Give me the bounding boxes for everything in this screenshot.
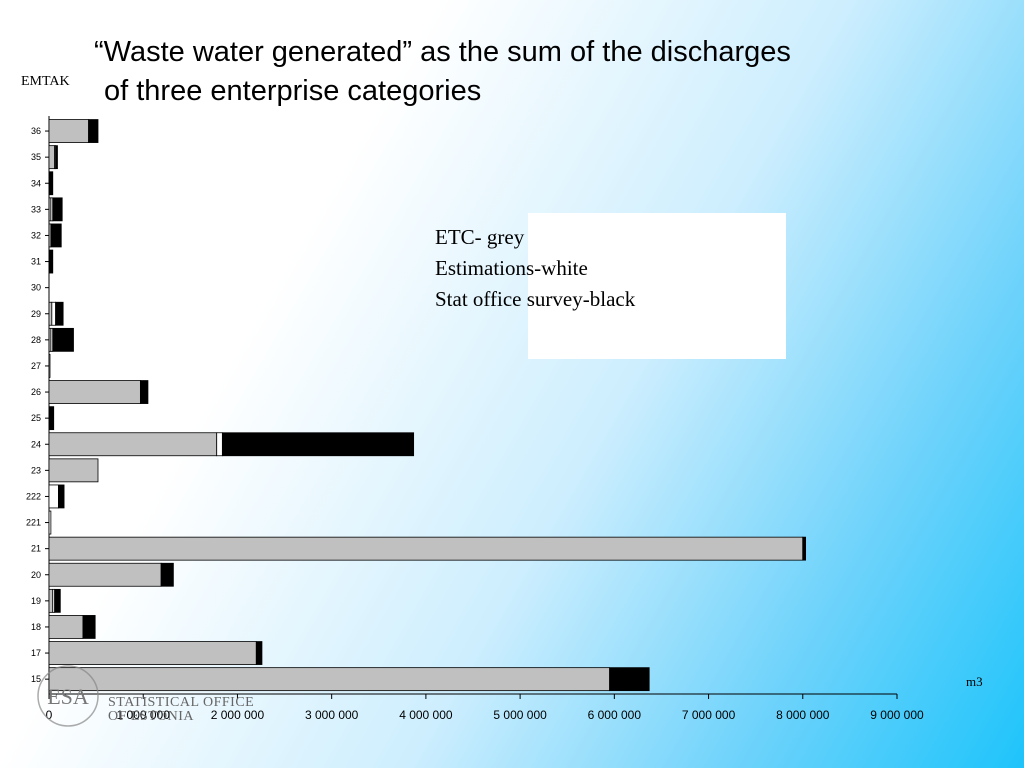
y-tick-label: 28: [31, 335, 41, 345]
bar-segment-survey: [58, 484, 65, 509]
bar-segment-survey: [48, 406, 55, 431]
y-tick-label: 27: [31, 361, 41, 371]
bar-segment-survey: [82, 615, 96, 639]
bar-segment-etc: [48, 380, 141, 404]
x-tick-label: 9 000 000: [870, 708, 924, 722]
y-tick-label: 21: [31, 544, 41, 554]
x-tick-label: 2 000 000: [211, 708, 265, 722]
y-tick-label: 36: [31, 126, 41, 136]
bar-segment-survey: [609, 667, 650, 692]
y-tick-label: 222: [26, 491, 41, 501]
bar-segment-etc: [48, 562, 162, 587]
bar-segment-estimations: [216, 432, 223, 457]
x-tick-label: 4 000 000: [399, 708, 453, 722]
statistical-office-logo-icon: ESA: [37, 665, 99, 727]
bar-segment-survey: [802, 536, 807, 561]
bar-segment-survey: [48, 171, 54, 196]
bar-segment-survey: [255, 641, 263, 665]
legend-background: [528, 213, 786, 359]
bar-segment-survey: [55, 145, 58, 170]
x-tick-label: 7 000 000: [682, 708, 736, 722]
y-tick-label: 19: [31, 596, 41, 606]
y-tick-label: 30: [31, 283, 41, 293]
logo-text-line-1: STATISTICAL OFFICE: [108, 695, 255, 710]
y-tick-label: 29: [31, 309, 41, 319]
logo-text-line-2: OF ESTONIA: [108, 709, 195, 724]
slide-title: “Waste water generated” as the sum of th…: [94, 33, 954, 111]
y-tick-label: 34: [31, 178, 41, 188]
x-tick-label: 3 000 000: [305, 708, 359, 722]
y-tick-label: 24: [31, 439, 41, 449]
bar-segment-survey: [50, 223, 62, 248]
bar-segment-etc: [48, 536, 804, 561]
y-tick-label: 35: [31, 152, 41, 162]
y-tick-label: 32: [31, 230, 41, 240]
bar-segment-survey: [221, 432, 415, 457]
bar-segment-etc: [48, 615, 84, 639]
logo-text: STATISTICAL OFFICE OF ESTONIA: [108, 696, 254, 724]
legend-entry-survey: Stat office survey-black: [435, 287, 636, 311]
bar-segment-survey: [160, 562, 174, 587]
y-tick-label: 25: [31, 413, 41, 423]
y-tick-label: 221: [26, 518, 41, 528]
bar-segment-survey: [139, 380, 149, 404]
bar-segment-estimations: [48, 510, 52, 535]
slide-title-line-2: of three enterprise categories: [104, 75, 482, 107]
bar-segment-survey: [88, 119, 99, 143]
bar-segment-etc: [48, 458, 99, 483]
x-tick-label: 0: [46, 708, 53, 722]
bar-segment-etc: [48, 588, 54, 613]
legend-entry-etc: ETC- grey: [435, 225, 525, 249]
y-tick-label: 18: [31, 622, 41, 632]
x-axis-unit-label: m3: [966, 674, 983, 689]
bar-segment-etc: [48, 145, 56, 170]
y-tick-label: 15: [31, 674, 41, 684]
bar-segment-estimations: [51, 301, 56, 326]
bar-segment-estimations: [48, 484, 59, 509]
bar-segment-etc: [48, 119, 89, 143]
x-tick-label: 6 000 000: [588, 708, 642, 722]
y-axis-title: EMTAK: [21, 74, 70, 89]
logo-mark: ESA: [47, 684, 89, 709]
bar-segment-survey: [52, 327, 74, 352]
slide-title-line-1: “Waste water generated” as the sum of th…: [94, 36, 791, 68]
y-tick-label: 23: [31, 465, 41, 475]
x-tick-label: 8 000 000: [776, 708, 830, 722]
bar-segment-survey: [55, 301, 64, 326]
x-tick-label: 1 000 000: [117, 708, 171, 722]
x-tick-label: 5 000 000: [493, 708, 547, 722]
y-tick-label: 33: [31, 204, 41, 214]
bar-segment-estimations: [48, 354, 51, 378]
bar-segment-survey: [48, 249, 54, 274]
legend-entry-estimations: Estimations-white: [435, 256, 588, 280]
y-tick-label: 31: [31, 257, 41, 267]
bar-segment-survey: [54, 588, 61, 613]
legend: ETC- grey Estimations-white Stat office …: [435, 222, 635, 315]
bar-segment-etc: [48, 432, 218, 457]
y-tick-label: 17: [31, 648, 41, 658]
bar-segment-survey: [52, 197, 63, 222]
y-tick-label: 26: [31, 387, 41, 397]
y-tick-label: 20: [31, 570, 41, 580]
bar-segment-etc: [48, 301, 53, 326]
